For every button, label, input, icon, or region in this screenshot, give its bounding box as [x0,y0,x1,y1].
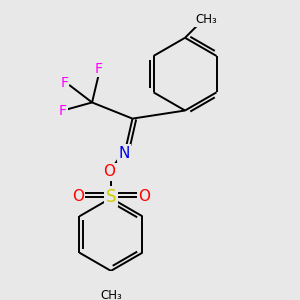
Text: CH₃: CH₃ [100,289,122,300]
Text: O: O [103,164,116,179]
Text: F: F [60,76,68,90]
Text: F: F [95,62,103,76]
Text: N: N [119,146,130,160]
Text: S: S [106,188,116,206]
Text: CH₃: CH₃ [195,13,217,26]
Text: F: F [59,104,67,118]
Text: O: O [138,189,150,204]
Text: O: O [72,189,84,204]
